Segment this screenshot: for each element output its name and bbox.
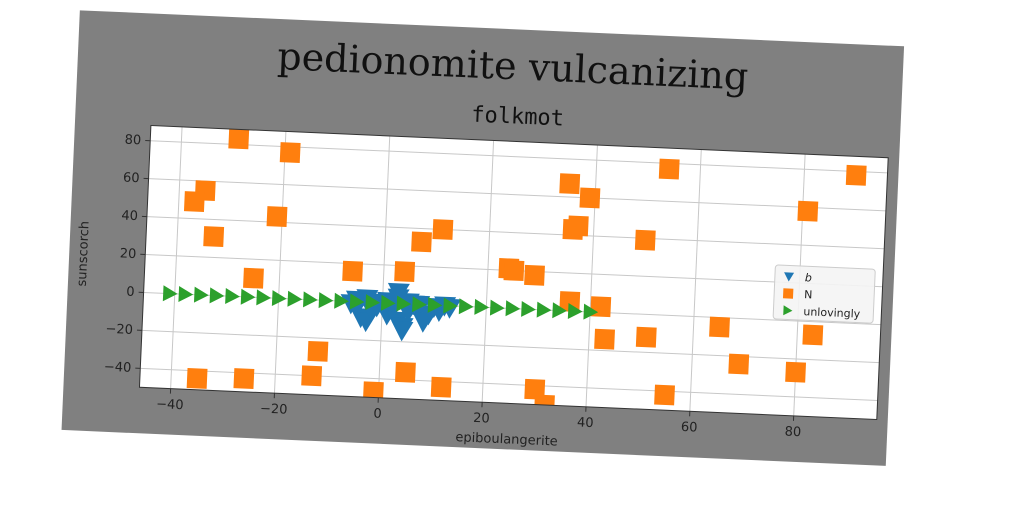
data-point bbox=[395, 362, 416, 383]
x-tick-label: 20 bbox=[473, 411, 490, 427]
data-point bbox=[659, 159, 680, 180]
data-point bbox=[846, 165, 867, 186]
data-point bbox=[579, 187, 600, 208]
data-point bbox=[394, 261, 415, 282]
data-point bbox=[785, 362, 806, 383]
data-point bbox=[432, 219, 453, 240]
data-point bbox=[559, 173, 580, 194]
data-point bbox=[301, 365, 322, 386]
data-point bbox=[228, 128, 249, 149]
data-point bbox=[728, 354, 749, 375]
data-point bbox=[802, 325, 823, 346]
data-point bbox=[797, 201, 818, 222]
x-tick-label: −20 bbox=[260, 402, 288, 418]
data-point bbox=[503, 260, 524, 281]
x-tick-label: 80 bbox=[784, 424, 801, 440]
data-point bbox=[524, 265, 545, 286]
data-point bbox=[203, 226, 224, 247]
chart-title: folkmot bbox=[471, 103, 565, 132]
data-point bbox=[233, 368, 254, 389]
y-axis-label: sunscorch bbox=[75, 221, 93, 287]
legend-marker bbox=[783, 288, 793, 298]
y-tick-label: 20 bbox=[119, 246, 136, 262]
y-tick-label: 80 bbox=[124, 133, 141, 149]
legend-label: N bbox=[804, 288, 813, 301]
y-tick-label: 0 bbox=[126, 285, 135, 300]
data-point bbox=[280, 142, 301, 163]
data-point bbox=[594, 329, 615, 350]
data-point bbox=[184, 191, 205, 212]
y-tick-label: −40 bbox=[104, 360, 132, 376]
data-point bbox=[307, 341, 328, 362]
y-tick-label: 60 bbox=[123, 171, 140, 187]
data-point bbox=[342, 261, 363, 282]
x-tick-label: 0 bbox=[373, 407, 382, 422]
data-point bbox=[243, 268, 264, 289]
data-point bbox=[636, 327, 657, 348]
y-tick-label: 40 bbox=[121, 208, 138, 224]
data-point bbox=[654, 385, 675, 406]
data-point bbox=[709, 317, 730, 338]
x-tick-label: 40 bbox=[577, 415, 594, 431]
legend-label: b bbox=[805, 271, 813, 284]
y-tick-label: −20 bbox=[105, 322, 133, 338]
data-point bbox=[411, 231, 432, 252]
x-tick-label: −40 bbox=[156, 397, 184, 413]
data-point bbox=[568, 215, 589, 236]
x-tick-label: 60 bbox=[681, 420, 698, 436]
data-point bbox=[267, 206, 288, 227]
data-point bbox=[431, 377, 452, 398]
data-point bbox=[635, 230, 656, 251]
data-point bbox=[187, 368, 208, 389]
legend-label: unlovingly bbox=[803, 305, 861, 320]
